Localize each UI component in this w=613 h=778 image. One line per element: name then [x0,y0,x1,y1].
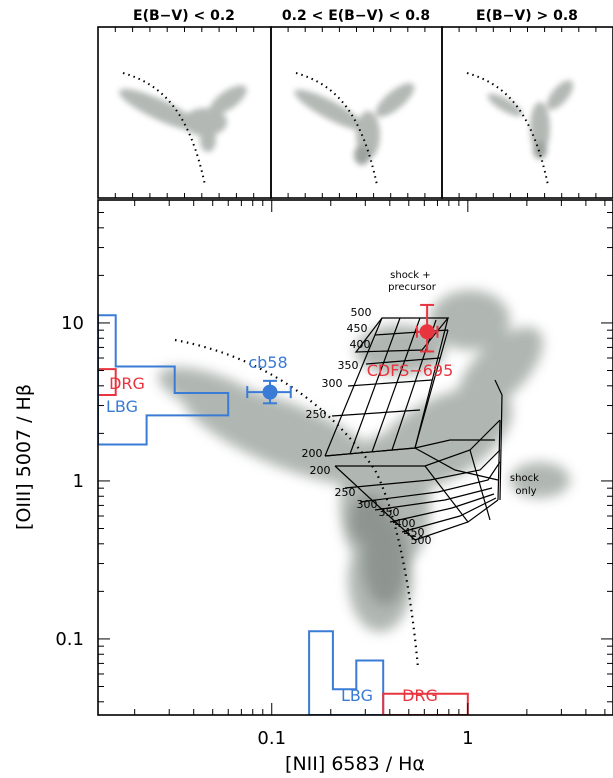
y-axis-label: [OIII] 5007 / Hβ [13,384,35,530]
point-cb58 [246,379,292,405]
shock-precursor-label: shock + precursor [388,270,437,293]
cb58-label: cb58 [248,353,287,372]
drg-label-bottom: DRG [402,686,438,705]
svg-text:200: 200 [310,464,331,477]
y-tick-label: 0.1 [55,629,84,650]
x-axis-label: [NII] 6583 / Hα [285,753,425,775]
point-cdfs-695 [415,303,439,353]
panel-2-frame [270,26,443,199]
main-frame [97,199,613,716]
main-density-cloud [158,290,570,632]
shock-only-label: shock only [510,473,542,497]
y-tick-label: 1 [73,471,84,492]
panel-3-frame [441,26,613,199]
region-drg-3 [382,692,469,715]
panel-3-cloud [487,80,574,159]
cdfs-695-label: CDFS−695 [367,361,454,380]
svg-text:350: 350 [379,506,400,519]
svg-text:300: 300 [357,498,378,511]
region-drg-0 [98,368,117,396]
shock-precursor-grid [324,317,495,457]
svg-text:400: 400 [395,517,416,530]
panel-1-title: E(B−V) < 0.2 [133,8,235,24]
svg-text:250: 250 [306,408,327,421]
shock-only-grid [334,379,503,541]
y-tick-label: 10 [61,313,84,334]
lbg-label-left: LBG [106,397,138,416]
panel-2-cloud [294,83,415,165]
panel-1-cloud [118,85,247,152]
x-tick-label: 0.1 [257,728,286,749]
precursor-velocity-labels: 500 450 400 350 300 250 200 [302,306,372,460]
svg-text:400: 400 [350,338,371,351]
svg-text:300: 300 [322,377,343,390]
svg-text:200: 200 [302,447,323,460]
region-lbg-1 [98,314,230,446]
svg-text:250: 250 [335,486,356,499]
svg-text:500: 500 [351,306,372,319]
svg-text:450: 450 [404,526,425,539]
svg-text:450: 450 [347,322,368,335]
shock-only-velocity-labels: 200 250 300 350 400 450 500 [310,464,432,547]
panel-3-title: E(B−V) > 0.8 [476,8,578,24]
x-tick-label: 1 [462,728,473,749]
lbg-label-bottom: LBG [341,686,373,705]
drg-label-left: DRG [109,374,145,393]
panel-2-title: 0.2 < E(B−V) < 0.8 [282,8,430,24]
svg-text:350: 350 [338,359,359,372]
svg-text:500: 500 [411,534,432,547]
